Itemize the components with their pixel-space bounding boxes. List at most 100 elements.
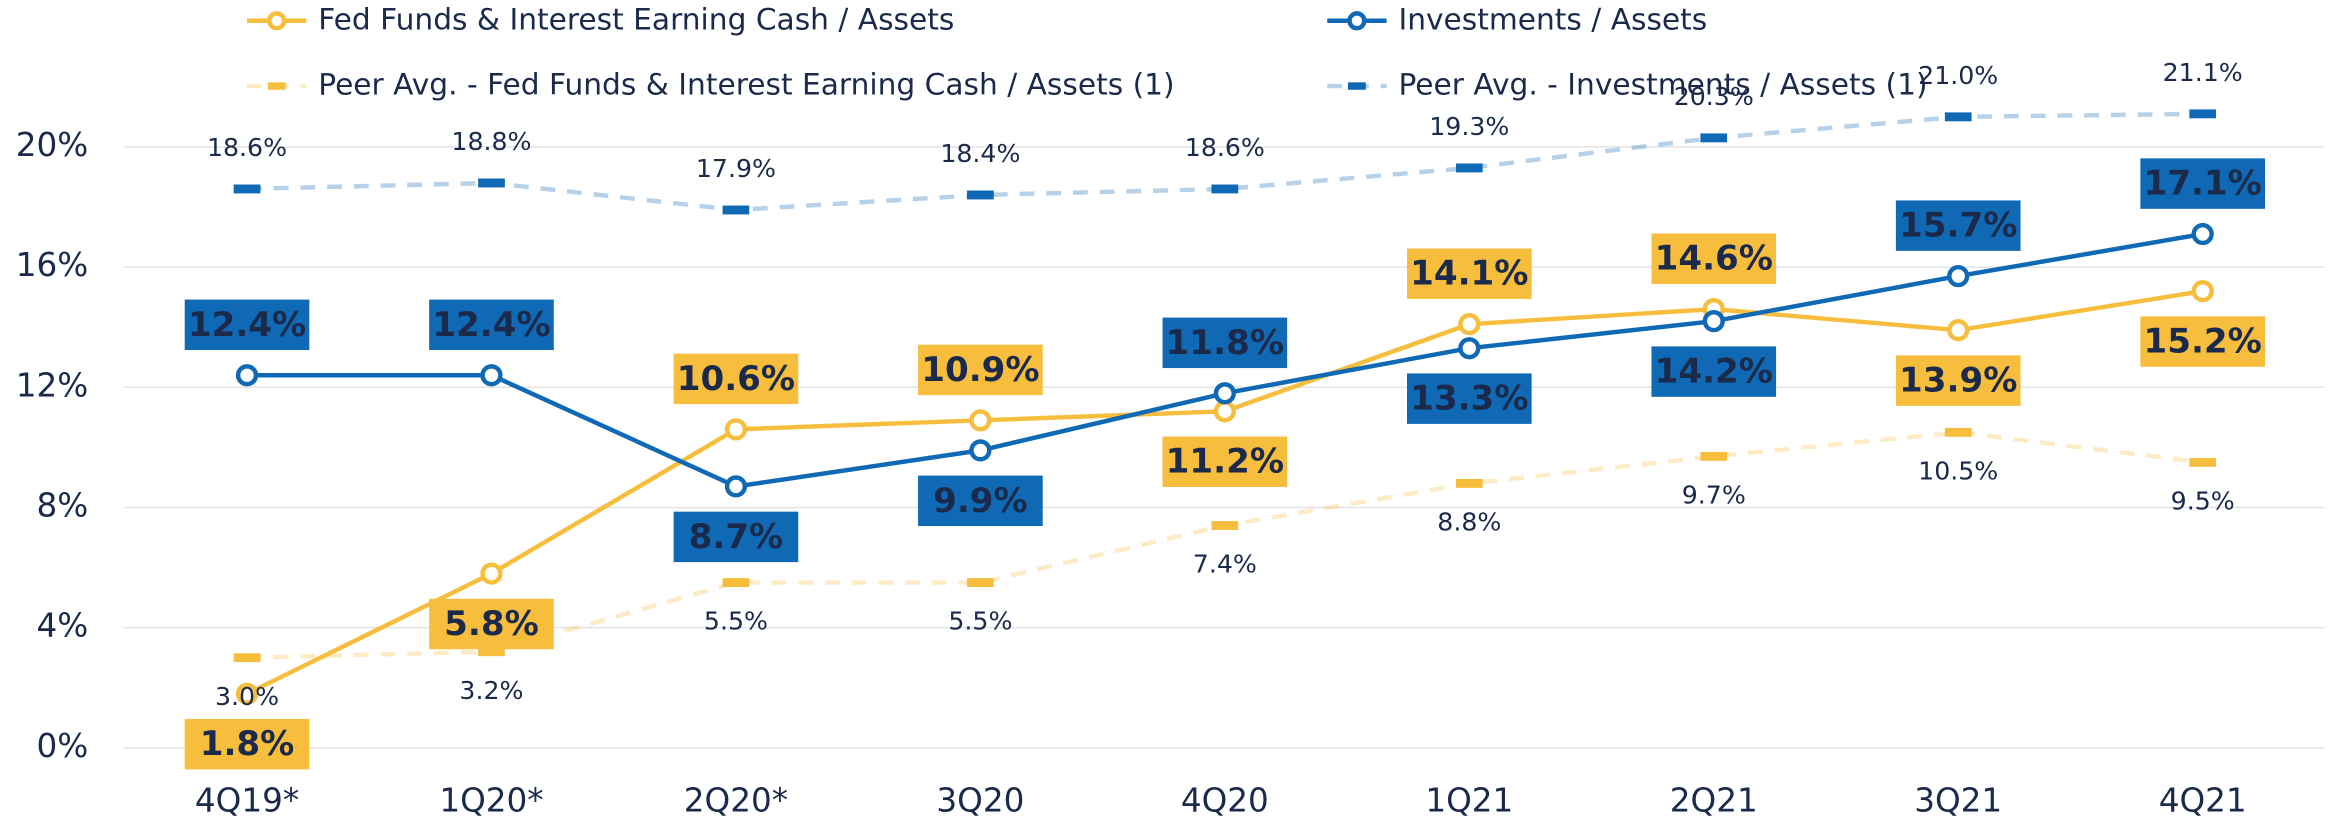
value-label-box — [1406, 373, 1532, 424]
y-tick-label: 16% — [16, 246, 89, 284]
value-label: 15.2% — [2144, 322, 2262, 362]
x-tick-label: 4Q20 — [1181, 782, 1269, 820]
point-marker — [1458, 337, 1481, 360]
point-marker — [235, 364, 259, 387]
value-label: 13.3% — [1410, 379, 1528, 419]
value-label-box — [2140, 158, 2266, 209]
peer-marker — [722, 578, 750, 588]
point-marker — [724, 418, 748, 441]
peer-marker — [233, 653, 261, 663]
peer-value-label: 18.6% — [1185, 133, 1265, 162]
peer-marker — [1700, 451, 1728, 461]
point-marker — [2191, 222, 2214, 246]
peer-value-label: 19.3% — [1429, 112, 1509, 141]
value-label: 17.1% — [2144, 164, 2262, 204]
value-label-box — [1162, 436, 1288, 487]
value-label-box — [673, 511, 799, 563]
peer-marker — [233, 184, 261, 194]
peer-marker — [1944, 112, 1972, 122]
x-tick-label: 1Q20* — [439, 782, 543, 820]
peer-marker — [1211, 184, 1239, 194]
peer-marker — [2189, 109, 2217, 119]
x-tick-label: 2Q20* — [684, 782, 788, 820]
value-label: 11.2% — [1166, 442, 1284, 482]
point-marker — [480, 364, 503, 387]
legend-label: Fed Funds & Interest Earning Cash / Asse… — [318, 1, 954, 36]
peer-value-label: 5.5% — [948, 607, 1012, 636]
value-label: 12.4% — [432, 305, 550, 345]
value-label: 10.6% — [677, 359, 795, 399]
point-marker — [1947, 264, 1970, 288]
peer-marker — [478, 647, 505, 657]
y-tick-label: 12% — [16, 366, 89, 404]
value-label-box — [1651, 346, 1777, 397]
peer-value-label: 9.5% — [2171, 486, 2235, 515]
peer-value-label: 8.8% — [1437, 507, 1501, 536]
x-tick-label: 3Q21 — [1914, 782, 2002, 820]
peer-marker — [478, 178, 505, 188]
y-tick-label: 20% — [16, 126, 89, 164]
peer-line — [246, 111, 2203, 213]
value-label-box — [1162, 317, 1288, 369]
value-label-box — [1651, 233, 1777, 284]
peer-value-label: 21.1% — [2163, 58, 2243, 87]
x-tick-label: 2Q21 — [1670, 782, 1758, 820]
peer-value-label: 3.0% — [215, 682, 279, 711]
legend-label: Peer Avg. - Investments / Assets (1) — [1398, 67, 1927, 102]
peer-marker — [967, 578, 994, 588]
value-label-box — [1895, 355, 2021, 406]
peer-marker — [1944, 427, 1972, 437]
value-label: 11.8% — [1166, 323, 1284, 363]
y-tick-label: 4% — [36, 607, 88, 645]
point-marker — [1213, 382, 1236, 405]
peer-marker — [1455, 478, 1483, 488]
peer-value-label: 18.8% — [451, 127, 531, 156]
x-tick-label: 4Q21 — [2159, 782, 2247, 820]
point-marker — [724, 475, 748, 498]
value-label-box — [184, 718, 310, 770]
value-label: 12.4% — [188, 305, 306, 345]
y-tick-label: 0% — [36, 727, 88, 765]
value-label: 14.2% — [1655, 352, 1773, 392]
point-marker — [1947, 319, 1970, 342]
point-marker — [969, 439, 992, 462]
value-label-box — [429, 299, 554, 351]
point-marker — [2191, 279, 2214, 303]
value-label-box — [1895, 200, 2021, 251]
point-marker — [969, 409, 992, 432]
value-label-box — [673, 353, 799, 405]
value-label: 13.9% — [1899, 361, 2017, 401]
legend-marker — [1347, 11, 1367, 31]
legend-marker — [1348, 82, 1366, 90]
value-label: 14.1% — [1410, 254, 1528, 294]
legend-label: Peer Avg. - Fed Funds & Interest Earning… — [318, 67, 1174, 102]
legend-marker — [267, 11, 287, 31]
peer-value-label: 21.0% — [1918, 61, 1998, 90]
point-marker — [1702, 310, 1725, 333]
peer-value-label: 7.4% — [1193, 550, 1257, 579]
peer-marker — [967, 190, 994, 200]
x-tick-label: 4Q19* — [195, 782, 299, 820]
value-label-box — [2140, 316, 2266, 367]
point-marker — [235, 682, 259, 705]
value-label-box — [429, 598, 554, 650]
peer-value-label: 5.5% — [704, 607, 768, 636]
point-marker — [480, 562, 503, 585]
legend-marker — [267, 82, 286, 90]
legend-label: Investments / Assets — [1398, 1, 1707, 36]
peer-marker — [722, 205, 750, 215]
point-marker — [1458, 313, 1481, 336]
peer-value-label: 3.2% — [459, 676, 523, 705]
peer-value-label: 18.4% — [940, 139, 1020, 168]
peer-marker — [1700, 133, 1728, 143]
peer-value-label: 20.3% — [1674, 82, 1754, 111]
value-label: 5.8% — [444, 604, 539, 644]
value-label: 1.8% — [200, 724, 295, 764]
value-label-box — [918, 344, 1043, 396]
value-label-box — [184, 299, 310, 351]
peer-marker — [1455, 163, 1483, 173]
peer-value-label: 17.9% — [696, 154, 776, 183]
peer-value-label: 18.6% — [207, 133, 287, 162]
